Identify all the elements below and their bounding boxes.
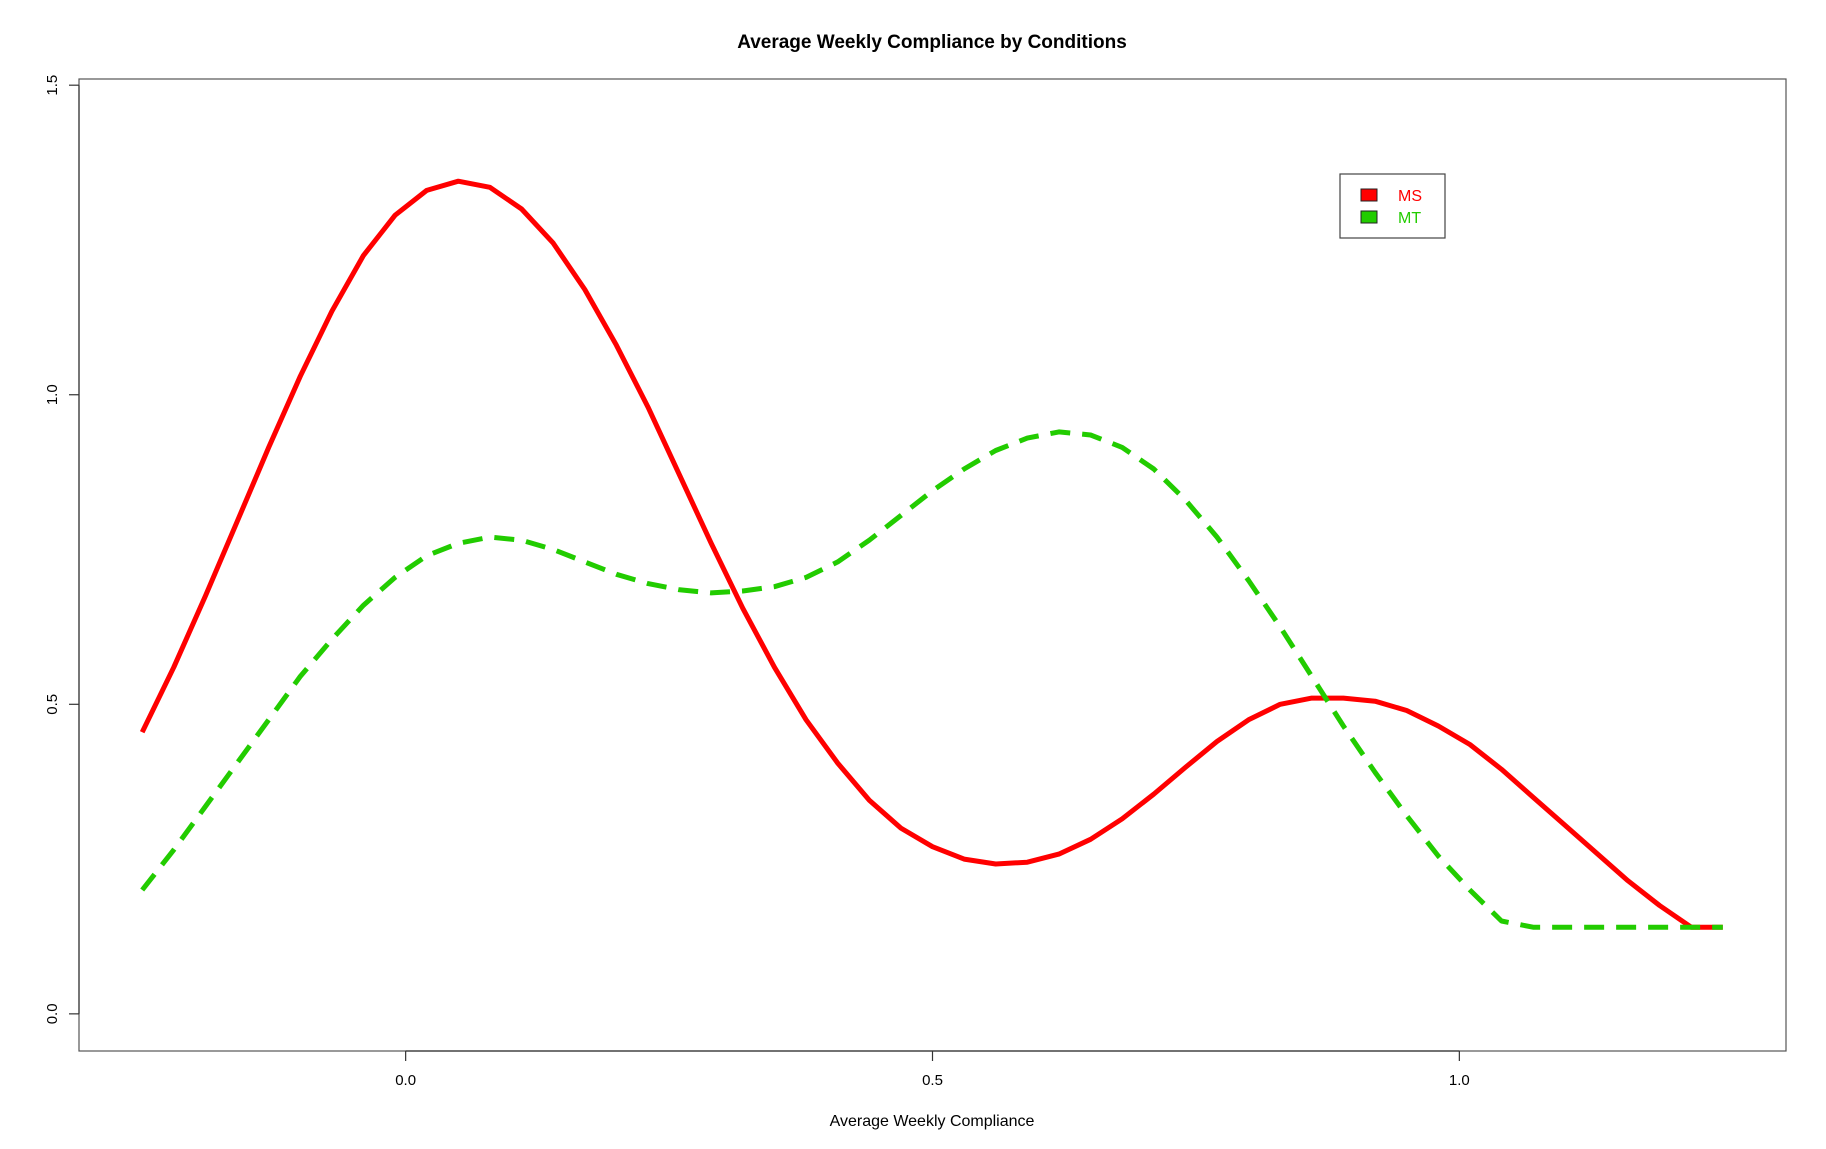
y-tick-label: 1.5 <box>44 75 61 96</box>
legend: MS MT <box>1339 173 1446 239</box>
y-axis: 0.0 0.5 1.0 1.5 <box>44 75 80 1024</box>
legend-label-ms: MS <box>1398 188 1422 205</box>
series-line-ms <box>139 178 1723 930</box>
y-tick-label: 1.0 <box>44 384 61 405</box>
series-lines <box>139 178 1723 930</box>
x-tick-label: 0.0 <box>395 1072 416 1089</box>
y-tick-label: 0.5 <box>44 694 61 715</box>
series-line-mt <box>140 429 1723 930</box>
legend-swatch-mt <box>1360 210 1378 224</box>
chart-title: Average Weekly Compliance by Conditions <box>737 32 1127 53</box>
x-tick-label: 0.5 <box>922 1072 943 1089</box>
x-tick-label: 1.0 <box>1449 1072 1470 1089</box>
legend-box <box>1339 173 1446 239</box>
x-axis: 0.0 0.5 1.0 <box>395 1050 1470 1089</box>
legend-swatch-ms <box>1360 188 1378 202</box>
y-tick-label: 0.0 <box>44 1003 61 1024</box>
plot-frame <box>78 78 1787 1052</box>
x-axis-label: Average Weekly Compliance <box>830 1113 1035 1130</box>
legend-label-mt: MT <box>1398 210 1421 227</box>
